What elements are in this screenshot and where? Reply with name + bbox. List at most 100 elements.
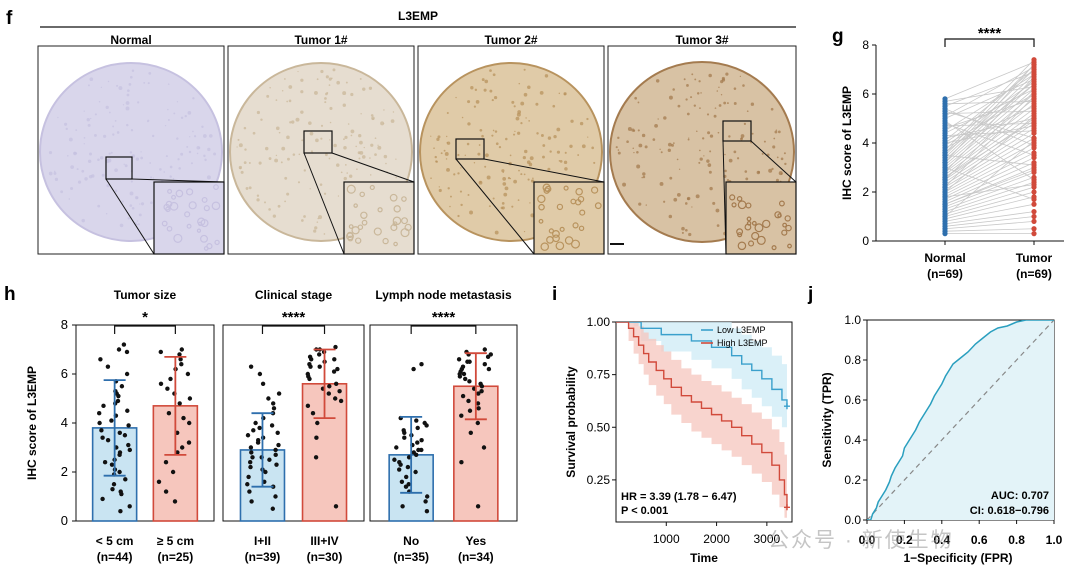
inset-cell: [736, 196, 743, 202]
tissue-speck: [390, 119, 395, 123]
i-censor-mark: [783, 403, 790, 410]
zoom-region-box: [105, 156, 133, 180]
tissue-speck: [688, 232, 692, 237]
g-pair-line: [944, 91, 1035, 181]
tissue-speck: [700, 92, 702, 94]
g-x-tick-label: (n=69): [1016, 267, 1052, 281]
inset-cell: [392, 221, 398, 227]
tissue-speck: [323, 192, 327, 195]
zoom-inset: [725, 181, 797, 255]
tissue-speck: [256, 198, 260, 202]
tissue-speck: [89, 77, 94, 82]
i-x-axis-label: Time: [690, 551, 718, 565]
tissue-speck: [248, 186, 252, 190]
tissue-speck: [743, 122, 747, 126]
g-y-tick-label: 2: [862, 185, 869, 199]
tissue-speck: [544, 74, 549, 78]
tissue-speck: [638, 202, 642, 206]
tissue-speck: [127, 217, 130, 220]
inset-cell: [165, 200, 173, 208]
tissue-speck: [112, 125, 115, 128]
tissue-speck: [663, 116, 667, 120]
tissue-speck: [473, 162, 476, 164]
h-point: [175, 450, 180, 455]
h-point: [488, 352, 493, 357]
tissue-speck: [780, 172, 783, 175]
tissue-speck: [520, 122, 523, 125]
inset-cell: [173, 233, 183, 243]
panel-letter-h: h: [4, 284, 16, 305]
tissue-speck: [48, 151, 53, 155]
tissue-speck: [668, 95, 673, 100]
tissue-speck: [703, 155, 705, 157]
tissue-speck: [558, 92, 561, 95]
h-point: [317, 364, 322, 369]
tissue-speck: [125, 106, 130, 111]
tissue-speck: [137, 223, 140, 226]
tissue-speck: [189, 136, 191, 138]
tissue-speck: [177, 158, 180, 161]
tissue-speck: [112, 133, 115, 136]
tissue-speck: [167, 108, 169, 111]
tissue-speck: [447, 187, 450, 190]
tissue-speck: [467, 122, 471, 126]
tissue-speck: [129, 151, 133, 154]
g-significance-bracket: [944, 38, 1035, 47]
g-pair-line: [944, 216, 1035, 227]
tissue-speck: [733, 102, 737, 105]
h-point: [306, 374, 311, 379]
h-point: [257, 371, 263, 377]
h-point: [273, 494, 278, 499]
tissue-speck: [473, 105, 477, 108]
zoom-connector: [331, 152, 415, 183]
tissue-speck: [559, 160, 563, 163]
tissue-speck: [721, 76, 725, 81]
tissue-speck: [477, 152, 481, 156]
h-point: [331, 369, 337, 374]
tissue-speck: [204, 158, 207, 162]
tissue-speck: [163, 171, 166, 173]
tissue-speck: [119, 223, 124, 228]
tissue-speck: [269, 87, 271, 89]
tissue-speck: [745, 177, 749, 181]
inset-cell: [201, 196, 208, 203]
h-point: [423, 499, 428, 504]
tissue-speck: [761, 152, 764, 155]
inset-cell: [188, 201, 197, 210]
zoom-region-box: [455, 138, 485, 160]
tissue-speck: [328, 77, 332, 81]
tissue-speck: [281, 90, 284, 92]
inset-cell: [347, 235, 354, 242]
tissue-speck: [514, 130, 516, 133]
g-point-tumor: [1031, 231, 1037, 237]
tissue-speck: [750, 102, 755, 106]
tissue-speck: [320, 124, 324, 127]
h-point: [117, 430, 123, 435]
g-pair-line: [944, 76, 1035, 173]
tissue-speck: [438, 186, 440, 188]
g-point-tumor: [1031, 182, 1037, 188]
tissue-speck: [184, 114, 187, 118]
h-point: [98, 357, 103, 362]
tissue-speck: [677, 104, 681, 108]
tissue-speck: [433, 147, 435, 149]
g-pair-line: [944, 137, 1035, 190]
tissue-speck: [771, 167, 774, 171]
h-point: [256, 437, 261, 443]
panel-letter-f: f: [6, 8, 13, 29]
tissue-speck: [644, 145, 648, 149]
h-x-tick-count: (n=30): [307, 550, 343, 564]
tissue-speck: [523, 68, 526, 71]
tissue-speck: [140, 151, 142, 153]
g-point-tumor: [1031, 88, 1037, 95]
h-point: [338, 398, 344, 404]
h-point: [187, 420, 192, 426]
h-point: [100, 435, 105, 440]
tissue-speck: [460, 203, 463, 207]
h-point: [126, 423, 131, 428]
tissue-speck: [98, 101, 101, 103]
tissue-speck: [131, 69, 135, 72]
tissue-speck: [726, 178, 730, 182]
tissue-speck: [116, 84, 119, 87]
